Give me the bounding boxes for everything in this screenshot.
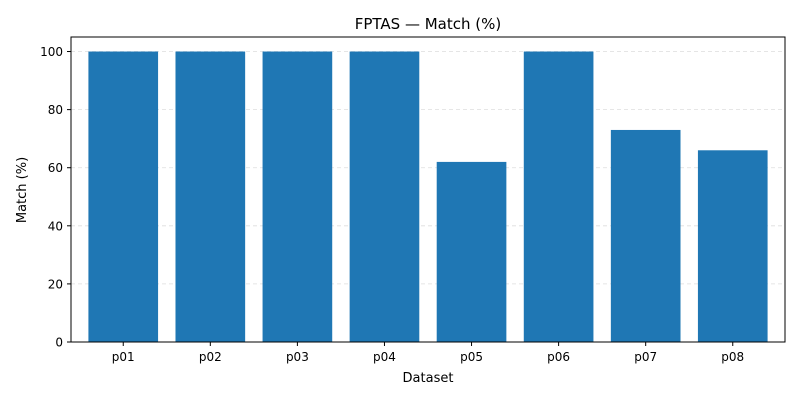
- y-tick-label: 0: [55, 336, 63, 350]
- bar-p06: [523, 51, 594, 343]
- bars: [88, 51, 768, 343]
- y-tick-label: 100: [40, 45, 63, 59]
- x-tick-label: p08: [721, 350, 744, 364]
- x-tick-label: p04: [373, 350, 396, 364]
- x-axis-ticks: p01 p02 p03 p04 p05 p06 p07 p08: [112, 342, 744, 364]
- y-tick-label: 40: [48, 219, 63, 233]
- bar-p04: [349, 51, 420, 343]
- bar-p08: [697, 150, 768, 342]
- y-tick-label: 60: [48, 161, 63, 175]
- x-tick-label: p03: [286, 350, 309, 364]
- x-tick-label: p05: [460, 350, 483, 364]
- bar-p07: [610, 129, 681, 342]
- x-axis-label: Dataset: [403, 371, 454, 386]
- plot-frame: [70, 36, 786, 343]
- y-tick-label: 80: [48, 103, 63, 117]
- y-tick-label: 20: [48, 277, 63, 291]
- x-tick-label: p07: [634, 350, 657, 364]
- bar-p01: [88, 51, 159, 343]
- bar-p05: [436, 161, 507, 342]
- x-tick-label: p06: [547, 350, 570, 364]
- y-axis-label: Match (%): [15, 157, 30, 223]
- y-axis-ticks: 0 20 40 60 80 100: [40, 45, 71, 350]
- bar-p03: [262, 51, 333, 343]
- bar-p02: [175, 51, 246, 343]
- x-tick-label: p02: [199, 350, 222, 364]
- x-tick-label: p01: [112, 350, 135, 364]
- chart-title: FPTAS — Match (%): [355, 15, 501, 33]
